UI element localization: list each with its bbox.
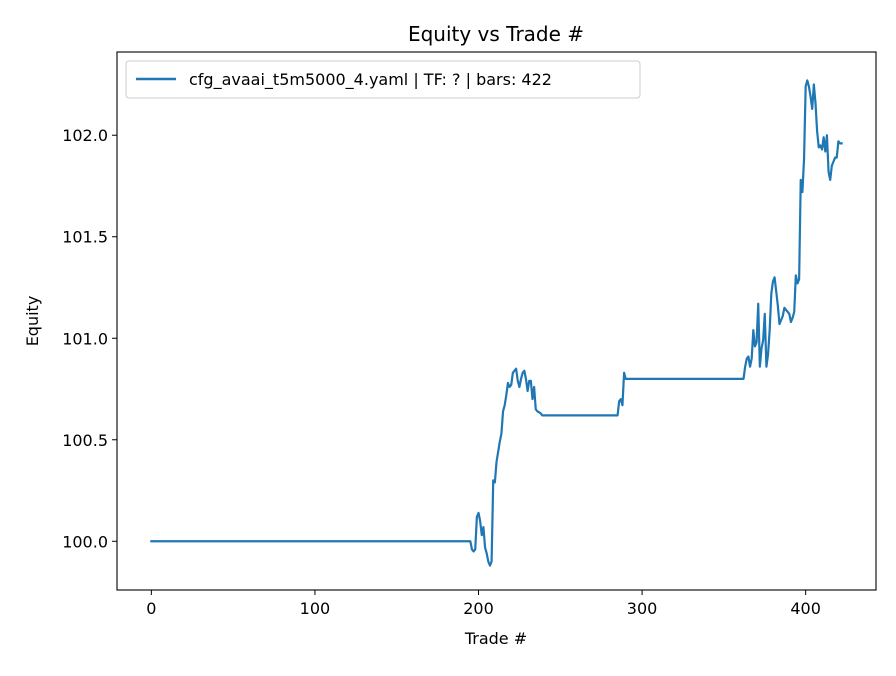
x-tick-label-100: 100 <box>300 599 331 618</box>
y-tick-label-4: 102.0 <box>62 126 108 145</box>
x-tick-label-300: 300 <box>627 599 658 618</box>
x-tick-label-0: 0 <box>146 599 156 618</box>
legend-entry-label: cfg_avaai_t5m5000_4.yaml | TF: ? | bars:… <box>189 70 552 90</box>
y-tick-label-3: 101.5 <box>62 228 108 247</box>
y-tick-label-0: 100.0 <box>62 532 108 551</box>
legend: cfg_avaai_t5m5000_4.yaml | TF: ? | bars:… <box>125 60 641 99</box>
series-line-0 <box>150 79 843 567</box>
plot-area: 0 100 200 300 400 100.0 100.5 101.0 101.5 102.0 <box>62 51 877 618</box>
y-tick-label-1: 100.5 <box>62 431 108 450</box>
x-tick-label-200: 200 <box>463 599 494 618</box>
y-axis-label: Equity <box>23 296 42 347</box>
chart-title: Equity vs Trade # <box>408 22 584 46</box>
legend-box <box>125 60 641 99</box>
x-axis-label: Trade # <box>464 629 527 648</box>
y-tick-label-2: 101.0 <box>62 329 108 348</box>
axes-frame <box>116 51 877 591</box>
x-tick-label-400: 400 <box>790 599 821 618</box>
